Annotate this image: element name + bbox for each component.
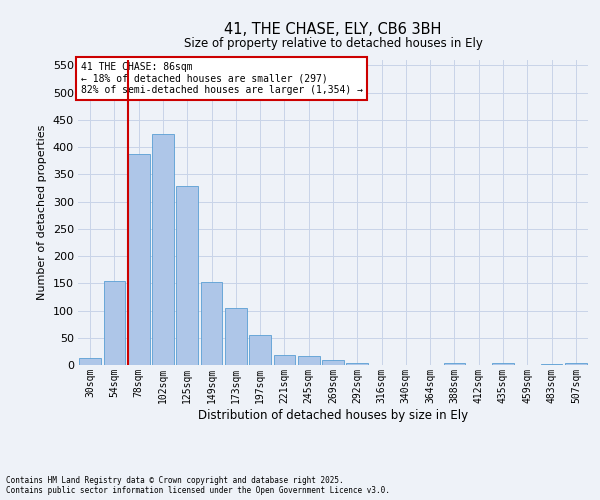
Bar	[225, 308, 247, 365]
Bar	[274, 354, 295, 365]
Bar	[152, 134, 174, 365]
Bar	[346, 363, 368, 365]
Bar	[128, 154, 149, 365]
Bar	[298, 356, 320, 365]
Bar	[249, 334, 271, 365]
Text: 41 THE CHASE: 86sqm
← 18% of detached houses are smaller (297)
82% of semi-detac: 41 THE CHASE: 86sqm ← 18% of detached ho…	[80, 62, 362, 94]
Text: Size of property relative to detached houses in Ely: Size of property relative to detached ho…	[184, 38, 482, 51]
X-axis label: Distribution of detached houses by size in Ely: Distribution of detached houses by size …	[198, 408, 468, 422]
Bar	[565, 364, 587, 365]
Text: 41, THE CHASE, ELY, CB6 3BH: 41, THE CHASE, ELY, CB6 3BH	[224, 22, 442, 38]
Bar	[176, 186, 198, 365]
Bar	[492, 364, 514, 365]
Bar	[541, 364, 562, 365]
Y-axis label: Number of detached properties: Number of detached properties	[37, 125, 47, 300]
Bar	[79, 358, 101, 365]
Bar	[322, 360, 344, 365]
Bar	[104, 280, 125, 365]
Text: Contains HM Land Registry data © Crown copyright and database right 2025.
Contai: Contains HM Land Registry data © Crown c…	[6, 476, 390, 495]
Bar	[443, 364, 466, 365]
Bar	[200, 282, 223, 365]
